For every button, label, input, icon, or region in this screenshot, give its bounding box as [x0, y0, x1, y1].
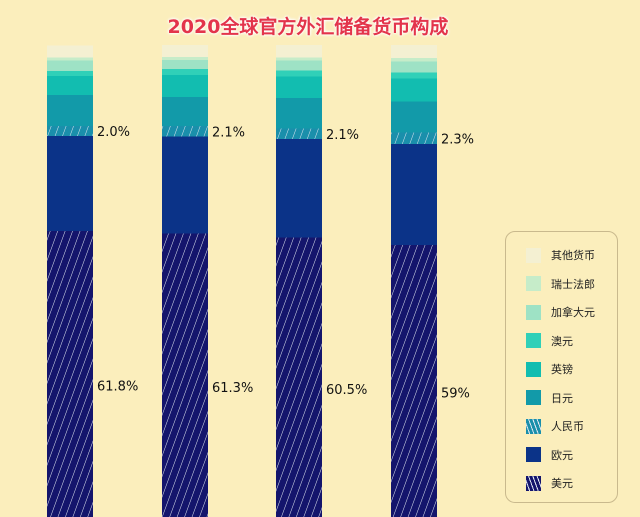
bar-segment-Q1-0 [47, 231, 93, 517]
data-label: 59% [441, 387, 470, 402]
bar-segment-Q2-0 [162, 233, 208, 517]
legend-swatch [526, 276, 541, 291]
bar-segment-Q3-2 [276, 128, 322, 139]
bar-segment-Q2-4 [162, 75, 208, 97]
data-label: 60.5% [326, 383, 367, 398]
bar-segment-Q3-1 [276, 139, 322, 238]
bar-segment-Q1-1 [47, 136, 93, 231]
bar-segment-Q4-0 [391, 245, 437, 517]
chart-title: 2020全球官方外汇储备货币构成 [167, 16, 449, 38]
legend-label: 其他货币 [551, 249, 595, 262]
bar-segment-Q2-1 [162, 136, 208, 234]
bar-segment-Q1-4 [47, 76, 93, 95]
legend-swatch [526, 361, 541, 377]
legend-swatch [526, 390, 541, 405]
bar-segment-Q2-5 [162, 69, 208, 75]
bar-segment-Q2-2 [162, 126, 208, 137]
legend-item: 澳元 [526, 331, 573, 351]
bar-segment-Q4-6 [391, 61, 437, 73]
legend-item: 英镑 [526, 359, 573, 379]
legend-label: 美元 [551, 477, 573, 490]
legend: 其他货币瑞士法郎加拿大元澳元英镑日元人民币欧元美元 [505, 231, 618, 503]
legend-label: 澳元 [551, 334, 573, 348]
legend-swatch [526, 475, 541, 491]
bar-segment-Q4-8 [391, 45, 437, 58]
bar-segment-Q3-6 [276, 60, 322, 71]
bar-segment-Q3-0 [276, 237, 322, 517]
bar-segment-Q2-3 [162, 97, 208, 126]
bar-segment-Q1-5 [47, 71, 93, 76]
data-label: 61.3% [212, 381, 253, 396]
bar-segment-Q4-1 [391, 144, 437, 245]
legend-swatch [526, 333, 541, 348]
bar-segment-Q3-4 [276, 76, 322, 98]
bar-segment-Q2-6 [162, 60, 208, 69]
data-label: 2.1% [212, 125, 245, 140]
legend-swatch [526, 247, 541, 263]
legend-item: 其他货币 [526, 245, 595, 265]
bar-segment-Q3-8 [276, 45, 322, 58]
legend-item: 瑞士法郎 [526, 274, 595, 294]
bar-segment-Q2-8 [162, 45, 208, 57]
bar-segment-Q1-3 [47, 95, 93, 126]
bar-segment-Q4-4 [391, 78, 437, 102]
legend-label: 瑞士法郎 [551, 277, 595, 291]
bar-segment-Q4-3 [391, 101, 437, 133]
bar-segment-Q3-7 [276, 57, 322, 61]
bar-segment-Q4-7 [391, 58, 437, 62]
data-label: 2.1% [326, 128, 359, 143]
data-label: 2.0% [97, 125, 130, 140]
legend-item: 加拿大元 [526, 302, 595, 322]
bar-segment-Q3-3 [276, 98, 322, 129]
bar-segment-Q4-5 [391, 72, 437, 79]
bar-segment-Q1-2 [47, 126, 93, 136]
legend-swatch [526, 447, 541, 462]
legend-label: 加拿大元 [551, 306, 595, 319]
bar-segment-Q2-7 [162, 57, 208, 60]
bar-segment-Q3-5 [276, 70, 322, 77]
legend-item: 美元 [526, 473, 573, 493]
legend-label: 欧元 [551, 448, 573, 462]
data-label: 2.3% [441, 132, 474, 147]
legend-item: 日元 [526, 388, 573, 408]
data-label: 61.8% [97, 380, 138, 395]
bar-segment-Q1-8 [47, 45, 93, 58]
bar-segment-Q4-2 [391, 132, 437, 144]
legend-label: 日元 [551, 391, 573, 405]
legend-item: 人民币 [526, 416, 584, 436]
legend-label: 人民币 [551, 420, 584, 433]
legend-item: 欧元 [526, 445, 573, 465]
legend-swatch [526, 304, 541, 320]
legend-label: 英镑 [551, 363, 573, 376]
bar-segment-Q1-6 [47, 60, 93, 71]
legend-swatch [526, 418, 541, 434]
bar-segment-Q1-7 [47, 57, 93, 61]
